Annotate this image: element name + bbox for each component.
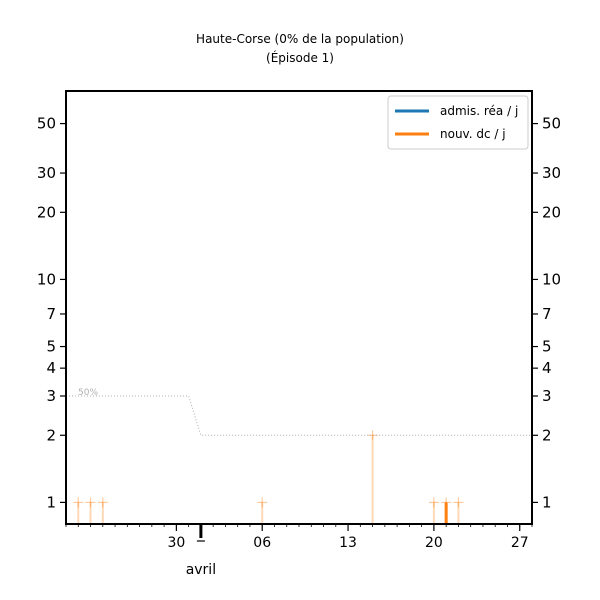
legend: admis. réa / j nouv. dc / j: [387, 95, 529, 150]
x-tick-label-06: 06: [253, 535, 271, 551]
y-tick-label-right-5: 5: [542, 338, 552, 356]
y-tick-label-left-2: 2: [46, 426, 56, 444]
y-tick-label-left-1: 1: [46, 493, 56, 511]
y-tick-label-right-7: 7: [542, 305, 552, 323]
y-tick-label-left-20: 20: [37, 203, 56, 221]
x-tick-label-13: 13: [339, 535, 357, 551]
y-tick-label-left-5: 5: [46, 338, 56, 356]
x-tick-label-20: 20: [425, 535, 443, 551]
y-tick-label-left-10: 10: [37, 270, 56, 288]
y-tick-label-right-3: 3: [542, 387, 552, 405]
y-tick-label-right-2: 2: [542, 426, 552, 444]
chart-title: Haute-Corse (0% de la population): [196, 32, 404, 46]
legend-box: [387, 95, 529, 150]
y-tick-label-left-4: 4: [46, 359, 56, 377]
y-tick-label-right-1: 1: [542, 493, 552, 511]
y-axis-left: 1 2 3 4 5 7 10 20 30 50: [37, 115, 66, 511]
y-tick-label-left-7: 7: [46, 305, 56, 323]
y-tick-label-right-4: 4: [542, 359, 552, 377]
y-tick-label-right-20: 20: [542, 203, 561, 221]
y-tick-label-left-50: 50: [37, 115, 56, 133]
chart-subtitle: (Épisode 1): [266, 50, 334, 65]
y-tick-label-left-3: 3: [46, 387, 56, 405]
y-axis-right: 1 2 3 4 5 7 10 20 30 50: [532, 115, 561, 511]
reference-line-50pct: [66, 395, 532, 436]
x-month-label: avril: [186, 562, 216, 578]
legend-label-rea: admis. réa / j: [440, 104, 518, 118]
y-tick-label-right-50: 50: [542, 115, 561, 133]
plot-frame: [65, 90, 533, 525]
y-tick-label-right-10: 10: [542, 270, 561, 288]
y-tick-label-left-30: 30: [37, 164, 56, 182]
reference-line-label: 50%: [78, 388, 98, 398]
reference-line-layer: 50%: [66, 388, 532, 436]
x-axis: 30 06 13 20 27 avril: [65, 524, 533, 578]
legend-label-dc: nouv. dc / j: [440, 127, 506, 141]
x-tick-label-27: 27: [511, 535, 529, 551]
x-tick-label-30: 30: [167, 535, 185, 551]
y-tick-label-right-30: 30: [542, 164, 561, 182]
faint-marker-layer: [73, 430, 464, 524]
